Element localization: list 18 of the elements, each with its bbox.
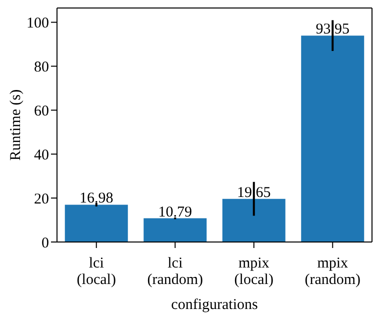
data-label: 16.98 — [80, 190, 114, 207]
bar — [301, 36, 364, 242]
bar — [64, 204, 128, 242]
y-tick-label: 100 — [26, 16, 49, 32]
y-tick-label: 40 — [34, 147, 49, 164]
bar — [144, 218, 207, 242]
x-tick-label: lci (local) — [76, 256, 116, 288]
x-tick-label: lci (random) — [147, 256, 204, 288]
y-axis-title: Runtime (s) — [8, 89, 24, 161]
x-axis-title: configurations — [171, 297, 258, 313]
y-tick-label: 60 — [34, 103, 49, 120]
x-tick-label: mpix (local) — [234, 256, 274, 288]
data-label: 10.79 — [158, 204, 192, 220]
y-tick-label: 80 — [34, 60, 49, 76]
x-tick-label: mpix (random) — [304, 256, 361, 288]
y-tick-label: 0 — [42, 235, 49, 252]
bar — [222, 198, 286, 242]
y-tick-label: 20 — [34, 191, 49, 208]
